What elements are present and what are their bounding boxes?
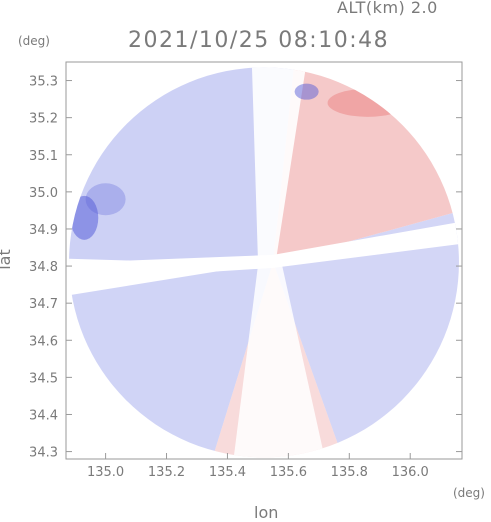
x-axis-ticks: 135.0 135.2 135.4 135.6 135.8 136.0: [87, 453, 429, 480]
x-tick-label: 135.8: [331, 465, 368, 480]
x-tick-label: 135.2: [148, 465, 185, 480]
y-tick-label: 34.6: [29, 334, 58, 349]
y-axis-ticks: 34.3 34.4 34.5 34.6 34.7 34.8 34.9 35.0 35.1 35.2…: [29, 75, 462, 461]
y-tick-label: 34.9: [29, 223, 58, 238]
plot-frame: [65, 61, 463, 460]
x-tick-label: 135.4: [209, 465, 246, 480]
y-tick-label: 34.7: [29, 297, 58, 312]
velocity-field: [69, 67, 459, 458]
x-axis-unit: (deg): [453, 486, 485, 500]
strong-approaching-cell-2: [85, 183, 126, 216]
y-tick-label: 35.1: [29, 149, 58, 164]
x-tick-label: 135.6: [270, 465, 307, 480]
scan-timestamp: 2021/10/25 08:10:48: [128, 28, 390, 53]
y-tick-label: 35.0: [29, 186, 58, 201]
zero-velocity-band: [69, 221, 459, 281]
x-axis-label: lon: [254, 503, 279, 522]
strong-approaching-cell-north: [294, 83, 319, 100]
zero-velocity-band-south: [233, 266, 325, 458]
y-tick-label: 35.3: [29, 75, 58, 90]
y-tick-label: 34.4: [29, 408, 58, 423]
zero-velocity-band-north: [251, 67, 307, 259]
y-tick-label: 35.2: [29, 112, 58, 127]
y-tick-label: 34.3: [29, 446, 58, 461]
altitude-label: ALT(km) 2.0: [337, 0, 438, 17]
y-tick-label: 34.5: [29, 371, 58, 386]
x-tick-label: 135.0: [87, 465, 124, 480]
strong-receding-cell: [327, 88, 408, 117]
x-tick-label: 136.0: [392, 465, 429, 480]
strong-approaching-cell: [70, 195, 99, 240]
y-tick-label: 34.8: [29, 260, 58, 275]
y-axis-unit: (deg): [18, 34, 50, 48]
